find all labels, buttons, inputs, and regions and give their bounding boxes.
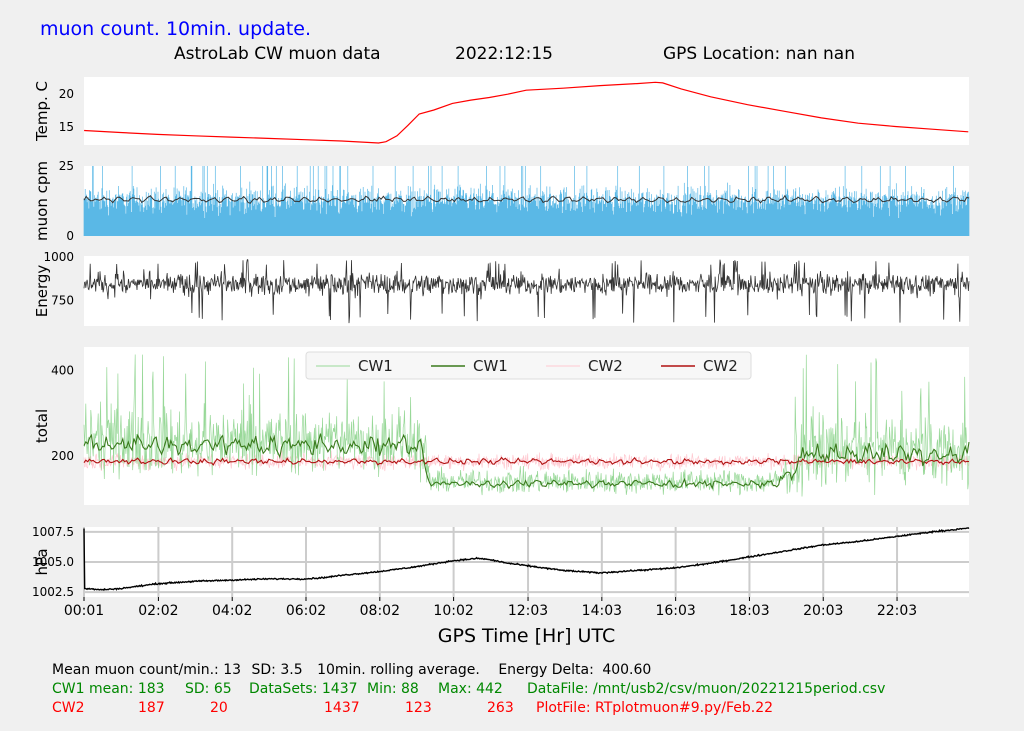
legend-label-1: CW1 [473,357,508,375]
total-axis-label: total [33,409,51,443]
stats-line-muon: Mean muon count/min.: 13 SD: 3.5 10min. … [52,662,651,678]
cw2-max: 263 [487,700,514,716]
legend-label-2: CW2 [588,357,623,375]
temperature-line [84,81,969,144]
total-legend-box [305,351,752,380]
pressure-line [83,526,970,592]
total-ytick-label: 200 [51,449,74,463]
cw2-min: 123 [405,700,432,716]
x-tick-label: 16:03 [655,603,695,619]
cw2-sd: 20 [210,700,228,716]
chart-title: AstroLab CW muon data [174,44,381,64]
energy-plot-area [84,256,969,326]
x-tick-label: 08:02 [360,603,400,619]
gps-location: GPS Location: nan nan [663,44,855,64]
muon_cpm-ytick-label: 0 [66,229,74,243]
energy-delta-value: 400.60 [602,662,652,678]
data-file: DataFile: /mnt/usb2/csv/muon/20221215per… [527,681,886,697]
cw1-datasets: DataSets: 1437 [249,681,358,697]
pressure-axis-label: hPa [33,548,51,575]
plot-file: PlotFile: RTplotmuon#9.py/Feb.22 [536,700,774,716]
energy-ytick-label: 1000 [43,250,74,264]
total-ytick-label: 400 [51,363,74,377]
total-cw1-raw-line [83,354,970,497]
cw1-mean: CW1 mean: 183 [52,681,165,697]
x-tick-label: 10:02 [433,603,473,619]
pressure-ytick-label: 1007.5 [32,525,74,539]
x-tick-label: 14:03 [582,603,622,619]
update-banner: muon count. 10min. update. [40,18,312,40]
total-cw1-rolling-line [83,433,970,490]
x-tick-label: 06:02 [286,603,326,619]
temperature-ytick-label: 20 [59,87,74,101]
energy-delta-label: Energy Delta: [498,662,594,678]
x-tick-label: 02:02 [138,603,178,619]
cw1-min: Min: 88 [367,681,419,697]
energy-axis-label: Energy [33,265,51,318]
muon-cpm-rolling-average [83,194,970,204]
cw2-datasets: 1437 [324,700,360,716]
cw2-mean: 187 [138,700,165,716]
stats-line-cw2: CW2 187 20 1437 123 263 PlotFile: RTplot… [52,700,1024,718]
stats-line-cw1: CW1 mean: 183 SD: 65 DataSets: 1437 Min:… [52,681,1024,699]
x-tick-label: 18:03 [729,603,769,619]
legend-label-3: CW2 [703,357,738,375]
muon_cpm-ytick-label: 25 [59,159,74,173]
chart-date: 2022:12:15 [455,44,553,64]
pressure-ytick-label: 1005.0 [32,555,74,569]
mean-muon-label: Mean muon count/min.: [52,662,219,678]
x-tick-label: 04:02 [212,603,252,619]
rolling-note: 10min. rolling average. [317,662,480,678]
x-tick-label: 12:03 [508,603,548,619]
sd-label: SD: [251,662,276,678]
temperature-axis-label: Temp. C [33,81,51,142]
x-axis-label: GPS Time [Hr] UTC [438,625,615,647]
cw2-label: CW2 [52,700,85,716]
energy-line [83,259,970,324]
x-tick-label: 22:03 [877,603,917,619]
pressure-ytick-label: 1002.5 [32,585,74,599]
legend-label-0: CW1 [358,357,393,375]
mean-muon-value: 13 [223,662,242,678]
muon_cpm-axis-label: muon cpm [33,161,51,241]
sd-value: 3.5 [280,662,303,678]
temperature-plot-area [84,77,969,145]
cw1-max: Max: 442 [438,681,503,697]
total-cw2-rolling-line [83,456,970,466]
muon-cpm-bars [83,166,970,236]
cw1-sd: SD: 65 [185,681,232,697]
x-tick-label: 20:03 [803,603,843,619]
energy-ytick-label: 750 [51,294,74,308]
x-tick-label: 00:01 [64,603,104,619]
temperature-ytick-label: 15 [59,120,74,134]
